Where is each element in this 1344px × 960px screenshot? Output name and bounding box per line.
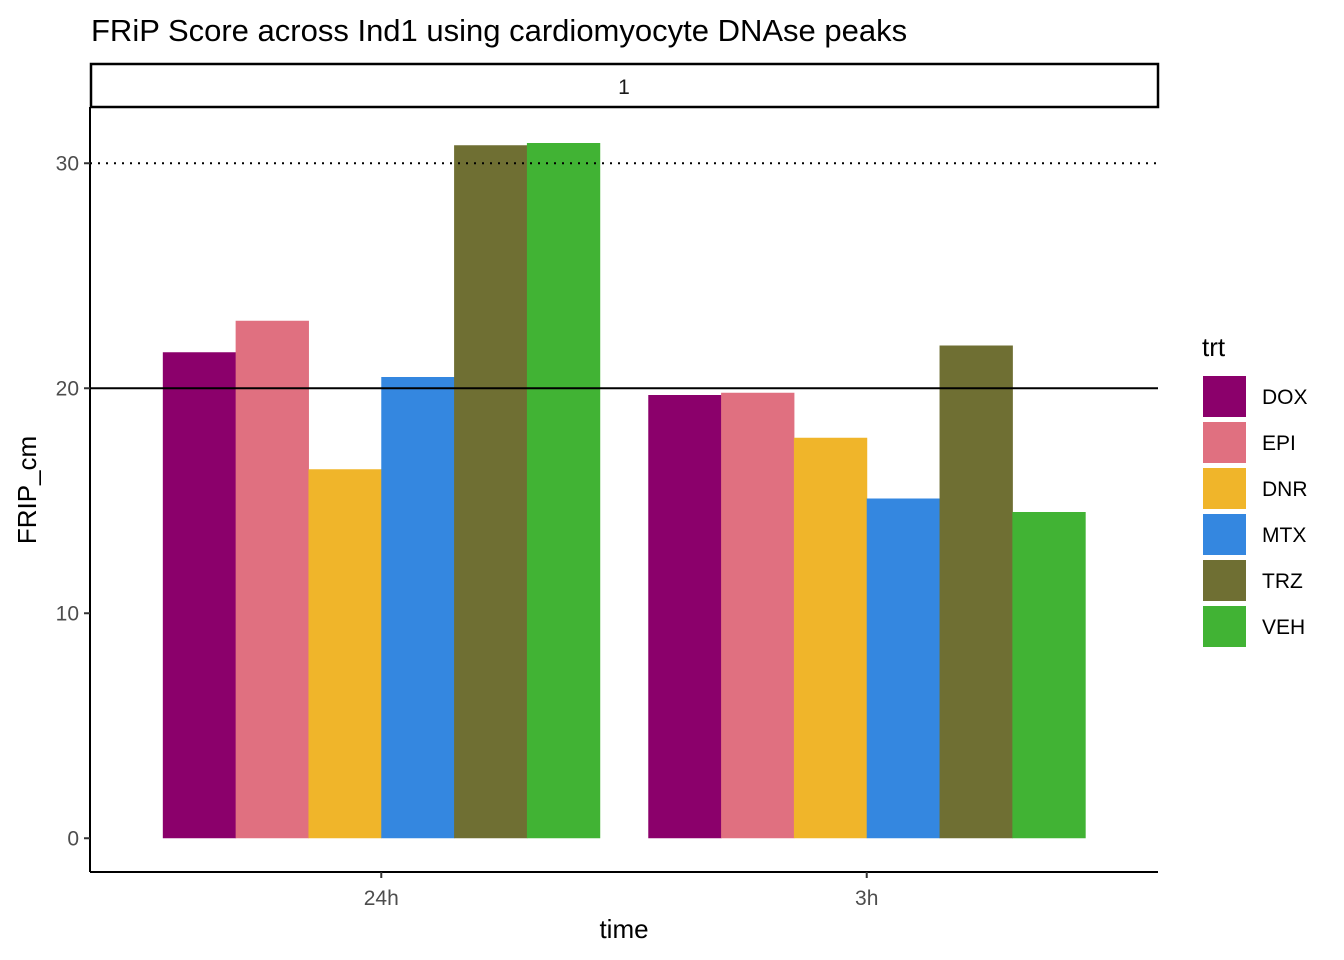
bar-dox-3h	[648, 395, 722, 839]
legend-key-mtx	[1203, 514, 1246, 555]
legend-label-dox: DOX	[1262, 386, 1308, 409]
bar-dox-24h	[162, 352, 237, 839]
y-tick-label-10: 10	[56, 602, 79, 625]
legend-key-dnr	[1203, 468, 1246, 509]
x-tick-label-3h: 3h	[855, 887, 878, 910]
legend-key-veh	[1203, 606, 1246, 647]
x-tick-label-24h: 24h	[364, 887, 399, 910]
y-tick-label-20: 20	[56, 377, 79, 400]
bar-mtx-3h	[866, 498, 941, 839]
bar-trz-3h	[939, 345, 1013, 839]
y-axis-title: FRIP_cm	[12, 436, 42, 544]
axes: 0 10 20 30 24h 3h	[56, 107, 1158, 910]
legend-key-dox	[1203, 376, 1246, 417]
legend-label-dnr: DNR	[1262, 478, 1308, 501]
legend-key-epi	[1203, 422, 1246, 463]
y-tick-label-0: 0	[67, 827, 79, 850]
legend-title: trt	[1202, 332, 1226, 362]
facet-strip: 1	[89, 62, 1160, 109]
bar-veh-3h	[1012, 512, 1086, 839]
bar-dnr-24h	[308, 469, 382, 839]
bar-veh-24h	[526, 143, 601, 839]
bar-epi-24h	[235, 320, 309, 839]
legend-label-mtx: MTX	[1262, 524, 1306, 547]
x-axis-title: time	[599, 914, 648, 944]
legend-label-epi: EPI	[1262, 432, 1296, 455]
legend-label-veh: VEH	[1262, 616, 1305, 639]
facet-strip-label: 1	[618, 76, 630, 99]
y-tick-label-30: 30	[56, 152, 79, 175]
plot-panel	[90, 143, 1158, 839]
chart-title: FRiP Score across Ind1 using cardiomyocy…	[91, 13, 907, 48]
bar-trz-24h	[454, 145, 528, 839]
legend-label-trz: TRZ	[1262, 570, 1303, 593]
legend-key-trz	[1203, 560, 1246, 601]
facet-strip-box	[89, 62, 1160, 109]
bar-mtx-24h	[381, 377, 455, 839]
bar-epi-3h	[721, 392, 795, 839]
legend: trt DOX EPI DNR MTX TRZ VEH	[1202, 332, 1308, 647]
bar-dnr-3h	[793, 437, 868, 839]
